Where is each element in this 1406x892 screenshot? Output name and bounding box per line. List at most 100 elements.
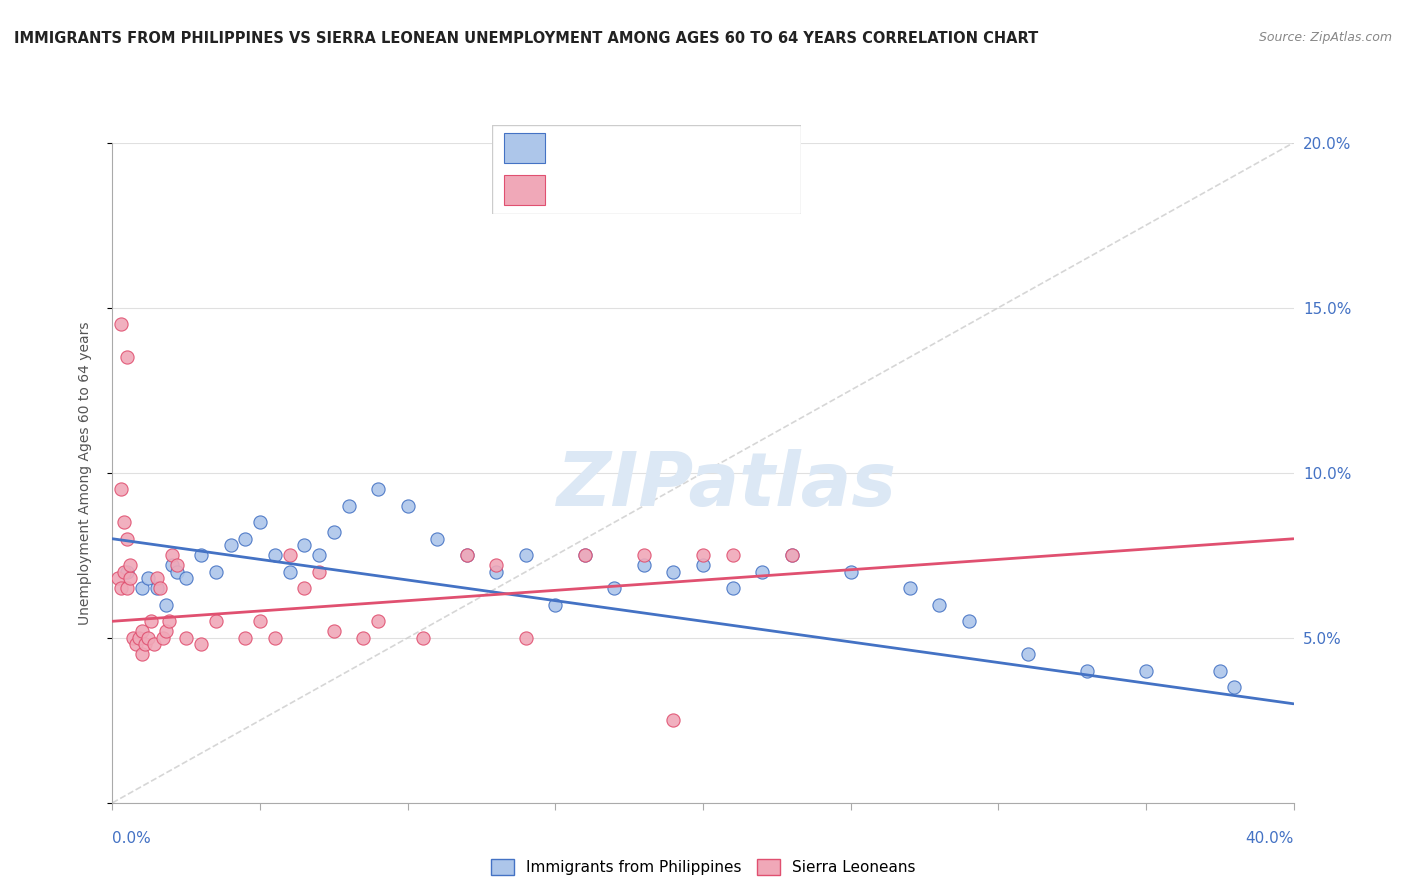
Point <box>662 565 685 579</box>
Point <box>233 532 256 546</box>
Point <box>1208 664 1232 678</box>
Point <box>957 615 980 629</box>
Y-axis label: Unemployment Among Ages 60 to 64 years: Unemployment Among Ages 60 to 64 years <box>77 321 91 624</box>
Point <box>190 548 212 563</box>
Point <box>146 571 169 585</box>
Point <box>456 548 478 563</box>
Text: 0.0%: 0.0% <box>112 831 152 846</box>
Point <box>751 565 773 579</box>
Point <box>205 615 228 629</box>
Text: R =   0.106   N = 49: R = 0.106 N = 49 <box>557 183 718 197</box>
Point <box>721 582 744 596</box>
Point <box>155 624 177 639</box>
Point <box>264 631 287 645</box>
Text: ZIPatlas: ZIPatlas <box>557 450 897 523</box>
Point <box>131 648 153 662</box>
Point <box>160 558 183 573</box>
Point <box>174 631 197 645</box>
Point <box>174 571 197 585</box>
Point <box>515 631 537 645</box>
Point <box>205 565 228 579</box>
Point <box>780 548 803 563</box>
Point <box>515 548 537 563</box>
Point <box>249 516 271 530</box>
Point <box>249 615 271 629</box>
Point <box>125 637 148 651</box>
Point <box>107 571 129 585</box>
Point <box>190 637 212 651</box>
Legend: Immigrants from Philippines, Sierra Leoneans: Immigrants from Philippines, Sierra Leon… <box>485 853 921 881</box>
Point <box>110 483 132 497</box>
Text: IMMIGRANTS FROM PHILIPPINES VS SIERRA LEONEAN UNEMPLOYMENT AMONG AGES 60 TO 64 Y: IMMIGRANTS FROM PHILIPPINES VS SIERRA LE… <box>14 31 1038 46</box>
Point <box>112 516 135 530</box>
Point <box>780 548 803 563</box>
Point <box>131 582 153 596</box>
Point <box>278 565 301 579</box>
Point <box>120 571 142 585</box>
Point <box>157 615 180 629</box>
Point <box>233 631 256 645</box>
Point <box>1135 664 1157 678</box>
Point <box>367 615 389 629</box>
Point <box>117 582 138 596</box>
Point <box>117 532 138 546</box>
Point <box>456 548 478 563</box>
Point <box>662 714 685 728</box>
Point <box>110 582 132 596</box>
Point <box>1223 681 1246 695</box>
Text: 40.0%: 40.0% <box>1246 831 1294 846</box>
Point <box>603 582 626 596</box>
Point <box>412 631 434 645</box>
Point <box>139 615 162 629</box>
Point <box>1076 664 1098 678</box>
Point <box>426 532 449 546</box>
Point <box>146 582 169 596</box>
Text: R = -0.405   N = 43: R = -0.405 N = 43 <box>557 141 714 155</box>
Point <box>839 565 862 579</box>
Point <box>574 548 596 563</box>
Point <box>131 624 153 639</box>
Point <box>117 565 138 579</box>
Point <box>136 571 159 585</box>
Point <box>485 565 508 579</box>
Point <box>692 558 714 573</box>
Point <box>166 558 188 573</box>
Point <box>292 538 315 552</box>
Point <box>292 582 315 596</box>
Point <box>134 637 156 651</box>
Point <box>337 499 360 513</box>
Point <box>219 538 242 552</box>
Point <box>323 525 346 540</box>
Point <box>323 624 346 639</box>
Text: Source: ZipAtlas.com: Source: ZipAtlas.com <box>1258 31 1392 45</box>
Point <box>142 637 165 651</box>
Point <box>544 598 567 612</box>
Point <box>112 565 135 579</box>
Point <box>633 548 655 563</box>
Point <box>155 598 177 612</box>
Point <box>120 558 142 573</box>
FancyBboxPatch shape <box>505 133 544 163</box>
Point <box>166 565 188 579</box>
Point <box>149 582 172 596</box>
FancyBboxPatch shape <box>505 175 544 205</box>
Point <box>633 558 655 573</box>
Point <box>136 631 159 645</box>
Point <box>152 631 174 645</box>
Point <box>1017 648 1039 662</box>
Point <box>160 548 183 563</box>
Point <box>692 548 714 563</box>
Point <box>278 548 301 563</box>
Point <box>396 499 419 513</box>
Point <box>928 598 950 612</box>
Point <box>721 548 744 563</box>
Point <box>264 548 287 563</box>
Point <box>128 631 150 645</box>
Point <box>117 351 138 365</box>
Point <box>122 631 145 645</box>
Point <box>352 631 374 645</box>
Point <box>485 558 508 573</box>
Point <box>898 582 921 596</box>
Point <box>367 483 389 497</box>
Point <box>308 548 330 563</box>
